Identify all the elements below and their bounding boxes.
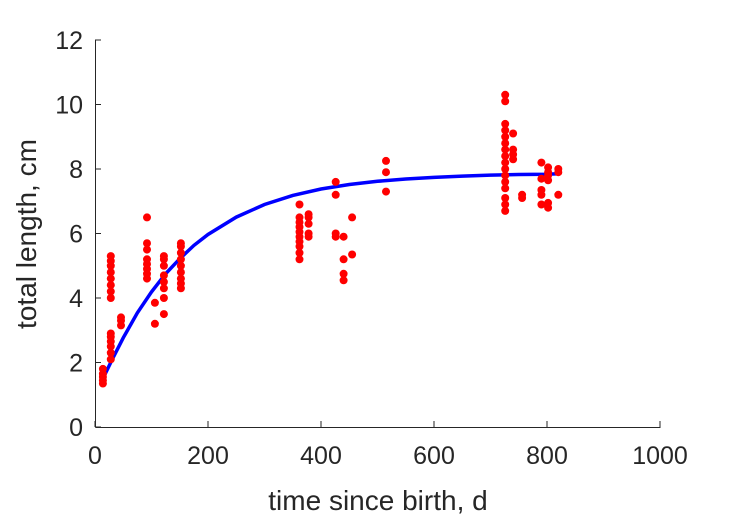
- y-tick-label: 12: [55, 27, 83, 55]
- data-point: [106, 287, 115, 296]
- data-point: [143, 213, 151, 222]
- data-point: [143, 255, 151, 264]
- data-point: [143, 239, 151, 248]
- data-point: [106, 274, 115, 283]
- data-point: [501, 194, 510, 202]
- data-point: [537, 158, 546, 167]
- data-point: [295, 255, 304, 264]
- data-point: [176, 261, 185, 270]
- data-point: [501, 152, 510, 161]
- data-point: [501, 158, 510, 167]
- data-point: [304, 229, 313, 238]
- data-point: [509, 145, 518, 154]
- data-point: [295, 213, 304, 222]
- y-tick-label: 0: [69, 414, 83, 442]
- data-point: [304, 210, 313, 219]
- data-point: [106, 252, 115, 261]
- data-point: [150, 319, 159, 328]
- y-tick-label: 10: [55, 92, 83, 120]
- data-point: [295, 200, 304, 209]
- data-point: [501, 165, 510, 173]
- data-point: [348, 250, 357, 259]
- y-tick-label: 2: [69, 350, 83, 378]
- data-point: [348, 213, 357, 222]
- data-point: [143, 245, 151, 254]
- data-point: [544, 163, 553, 172]
- data-point: [176, 274, 185, 283]
- data-point: [501, 90, 510, 99]
- data-point: [106, 355, 115, 364]
- data-point: [501, 132, 510, 141]
- data-point: [176, 239, 185, 248]
- data-point: [544, 198, 553, 207]
- data-point: [554, 190, 563, 199]
- data-point: [501, 177, 510, 186]
- data-point: [331, 190, 340, 199]
- data-point: [501, 119, 510, 128]
- data-point: [331, 177, 340, 186]
- data-point: [176, 248, 185, 257]
- data-point: [501, 126, 510, 135]
- data-point: [501, 145, 510, 154]
- data-points: [98, 90, 563, 388]
- x-tick-label: 800: [526, 442, 568, 470]
- data-point: [159, 294, 168, 302]
- y-tick-label: 4: [69, 285, 83, 313]
- y-tick-labels: 0 2 4 6 8 10 12: [55, 27, 83, 442]
- x-tick-label: 0: [88, 442, 102, 470]
- data-point: [518, 190, 527, 199]
- data-point: [509, 129, 518, 138]
- data-point: [537, 186, 546, 194]
- data-point: [159, 284, 168, 293]
- x-tick-label: 1000: [632, 442, 688, 470]
- data-point: [98, 364, 107, 373]
- data-point: [382, 168, 390, 177]
- data-point: [382, 156, 390, 165]
- data-point: [106, 268, 115, 277]
- data-point: [382, 187, 390, 196]
- data-point: [501, 200, 510, 209]
- axis-ticks: [94, 39, 661, 428]
- x-tick-label: 400: [300, 442, 342, 470]
- data-point: [159, 271, 168, 280]
- x-axis-title: time since birth, d: [268, 485, 487, 516]
- data-point: [501, 184, 510, 193]
- data-point: [501, 171, 510, 180]
- x-tick-label: 600: [413, 442, 455, 470]
- data-point: [159, 252, 168, 261]
- y-tick-label: 8: [69, 156, 83, 184]
- data-point: [176, 268, 185, 277]
- data-point: [106, 281, 115, 290]
- y-tick-label: 6: [69, 221, 83, 249]
- x-tick-labels: 0 200 400 600 800 1000: [88, 442, 688, 470]
- data-point: [339, 269, 348, 278]
- data-point: [159, 277, 168, 286]
- data-point: [537, 174, 546, 183]
- data-point: [176, 255, 185, 264]
- data-point: [117, 313, 125, 322]
- x-tick-label: 200: [187, 442, 229, 470]
- data-point: [159, 310, 168, 319]
- data-point: [339, 255, 348, 264]
- data-point: [554, 165, 563, 173]
- data-point: [150, 298, 159, 307]
- data-point: [159, 261, 168, 270]
- data-point: [339, 232, 348, 241]
- data-point: [295, 248, 304, 257]
- data-point: [106, 294, 115, 302]
- data-point: [331, 229, 340, 238]
- y-axis-title: total length, cm: [11, 139, 42, 329]
- data-point: [537, 200, 546, 209]
- fitted-growth-curve: [101, 172, 559, 380]
- data-point: [304, 219, 313, 228]
- data-point: [106, 348, 115, 357]
- data-point: [501, 206, 510, 215]
- data-point: [339, 276, 348, 285]
- data-point: [106, 329, 115, 338]
- data-point: [501, 97, 510, 106]
- data-point: [501, 139, 510, 148]
